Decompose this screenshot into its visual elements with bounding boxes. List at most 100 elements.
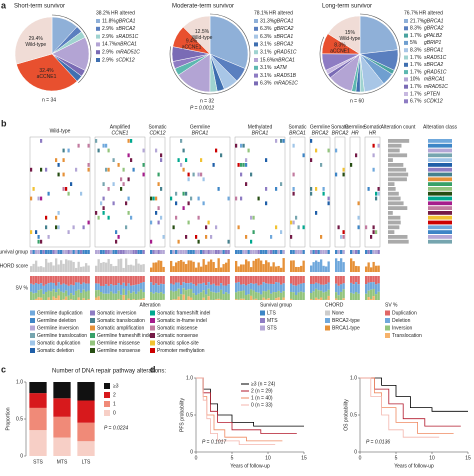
matrix-cell: [55, 215, 58, 220]
chord-bar: [317, 261, 320, 272]
sv-segment: [265, 276, 268, 284]
sv-segment: [95, 297, 98, 300]
group-gene: BRCA2: [312, 130, 329, 136]
group-cell: [247, 250, 250, 254]
sv-segment: [75, 276, 78, 283]
chord-bar: [325, 266, 328, 272]
sv-segment: [85, 291, 88, 300]
sv-segment: [50, 282, 53, 292]
matrix-cell: [292, 220, 295, 225]
legend-label: Germline missense: [97, 340, 140, 346]
matrix-cell: [160, 158, 163, 162]
hr-value: 76.7%: [404, 10, 419, 16]
legend-label: Duplication: [392, 310, 417, 316]
legend-swatch: [325, 310, 330, 316]
sv-segment: [377, 291, 380, 300]
sv-segment: [372, 296, 375, 300]
sv-segment: [180, 276, 183, 286]
matrix-cell: [357, 225, 360, 230]
group-cell: [67, 250, 70, 254]
legend-swatch: [404, 55, 408, 60]
sv-segment: [100, 276, 103, 286]
matrix-cell: [197, 196, 200, 201]
chord-bar: [375, 265, 378, 272]
chord-bar: [77, 261, 80, 272]
x-tick-label: 10: [429, 455, 435, 461]
sv-segment: [110, 284, 113, 292]
sv-segment: [357, 284, 360, 294]
matrix-cell: [205, 235, 208, 239]
matrix-cell: [40, 239, 43, 244]
side-class: [428, 235, 452, 239]
matrix-cell: [122, 182, 125, 186]
sv-segment: [60, 276, 63, 285]
group-cell: [55, 250, 58, 254]
group-cell: [60, 250, 63, 254]
chord-bar: [267, 262, 270, 272]
x-axis-label: Years of follow-up: [230, 463, 270, 469]
sv-segment: [190, 297, 193, 300]
sv-segment: [242, 290, 245, 299]
legend-label: Germline nonsense: [97, 348, 141, 354]
p-value: P = 0.0224: [104, 425, 128, 431]
group-cell: [210, 250, 213, 254]
sv-segment: [110, 291, 113, 300]
pie-slice: [182, 15, 211, 55]
matrix-cell: [210, 235, 213, 239]
sv-segment: [40, 289, 43, 298]
legend-swatch: [96, 26, 100, 31]
sv-segment: [100, 292, 103, 300]
sv-segment: [215, 276, 218, 286]
sv-segment: [270, 283, 273, 294]
x-tick-label: 5: [395, 455, 398, 461]
sv-segment: [142, 276, 145, 283]
sv-segment: [312, 276, 315, 284]
sv-segment: [377, 276, 380, 284]
matrix-cell: [202, 177, 205, 182]
group-cell: [205, 250, 208, 254]
n-label: n = 60: [350, 98, 364, 104]
sv-segment: [220, 289, 223, 300]
matrix-cell: [270, 235, 273, 239]
side-class: [428, 201, 452, 206]
matrix-cell: [320, 163, 323, 167]
matrix-cell: [115, 239, 118, 244]
matrix-cell: [122, 167, 125, 172]
side-count: [388, 206, 408, 210]
sv-segment: [162, 293, 165, 300]
group-cell: [312, 250, 315, 254]
matrix-cell: [132, 167, 135, 172]
group-cell: [197, 250, 200, 254]
sv-segment: [272, 284, 275, 293]
sv-segment: [265, 299, 268, 300]
sv-segment: [185, 276, 188, 284]
chord-bar: [337, 261, 340, 272]
matrix-cell: [315, 148, 318, 153]
chord-bar: [62, 263, 65, 272]
sv-segment: [67, 285, 70, 296]
sv-segment: [335, 283, 338, 293]
chord-bar: [32, 263, 35, 272]
matrix-cell: [202, 201, 205, 206]
sv-segment: [170, 276, 173, 284]
matrix-cell: [297, 225, 300, 230]
legend-name: gBRCA1: [116, 18, 136, 24]
legend-label: Somatic nonsense: [157, 333, 198, 339]
matrix-cell: [57, 225, 60, 230]
sv-segment: [62, 276, 65, 284]
sv-segment: [200, 283, 203, 293]
group-cell: [280, 250, 283, 254]
sv-segment: [247, 276, 250, 285]
sv-segment: [297, 284, 300, 293]
pie-slice: [327, 15, 361, 55]
y-tick-label: 0: [354, 449, 357, 455]
sv-segment: [372, 289, 375, 297]
chord-bar: [115, 265, 118, 272]
legend-label: Translocation: [392, 333, 422, 339]
group-cell: [260, 250, 263, 254]
chord-bar: [160, 260, 163, 272]
legend-swatch: [404, 40, 408, 45]
chord-bar: [272, 262, 275, 272]
matrix-cell: [87, 167, 90, 172]
matrix-cell: [190, 196, 193, 201]
